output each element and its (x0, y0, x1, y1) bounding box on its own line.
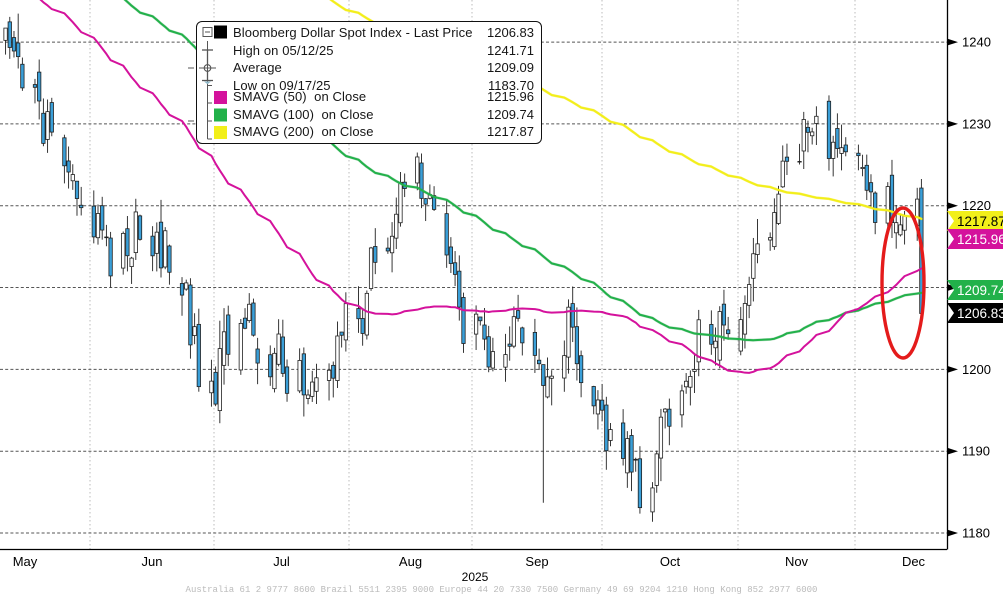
svg-text:Dec: Dec (902, 554, 926, 569)
svg-text:1230: 1230 (962, 116, 991, 131)
svg-text:Nov: Nov (785, 554, 809, 569)
svg-text:1180: 1180 (962, 526, 990, 541)
svg-text:May: May (13, 554, 38, 569)
svg-text:1220: 1220 (962, 198, 991, 213)
svg-text:Aug: Aug (399, 554, 422, 569)
svg-text:2025: 2025 (462, 570, 489, 584)
svg-text:Jun: Jun (142, 554, 163, 569)
svg-text:1190: 1190 (962, 444, 990, 459)
svg-text:Oct: Oct (660, 554, 681, 569)
svg-text:1240: 1240 (962, 35, 991, 50)
svg-text:Sep: Sep (525, 554, 548, 569)
svg-text:1200: 1200 (962, 362, 991, 377)
svg-text:Jul: Jul (273, 554, 290, 569)
